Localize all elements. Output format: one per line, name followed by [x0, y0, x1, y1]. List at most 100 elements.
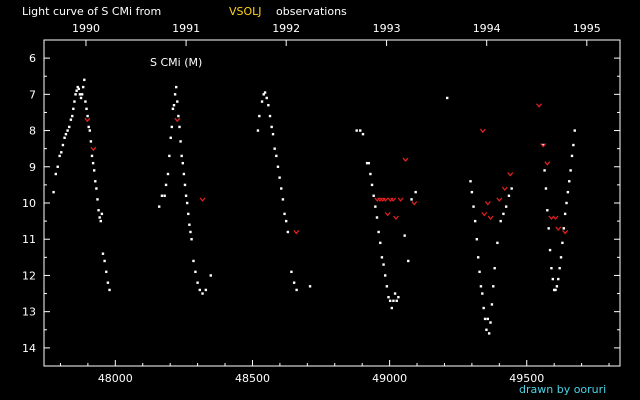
observation-point [256, 129, 260, 132]
observation-point [392, 299, 395, 302]
observation-point [83, 78, 86, 82]
observation-point [91, 161, 95, 165]
observation-point [56, 165, 59, 168]
observation-point [280, 187, 283, 190]
observation-point [160, 194, 164, 197]
observation-point [105, 270, 108, 274]
x-tick-label: 48500 [235, 372, 270, 385]
observation-point [473, 219, 477, 223]
observation-point [372, 194, 375, 197]
observation-point [178, 125, 181, 129]
observation-point [504, 205, 508, 208]
observation-point [365, 161, 369, 165]
observation-point [393, 292, 397, 295]
fainter-than-point [481, 211, 488, 217]
observation-point [487, 332, 491, 335]
observation-point [562, 227, 565, 230]
fainter-than-point [544, 161, 551, 166]
observation-point [397, 295, 400, 299]
observation-point [86, 114, 89, 118]
observation-point [164, 183, 168, 187]
observation-point [169, 136, 172, 139]
fainter-than-point [293, 230, 300, 235]
visual-observations [52, 78, 576, 335]
observation-point [90, 154, 94, 158]
observation-point [278, 176, 281, 179]
observation-point [184, 194, 188, 197]
observation-point [359, 129, 362, 132]
observation-point [63, 136, 66, 139]
chart-title-prefix: Light curve of S CMi from [22, 5, 161, 18]
fainter-than-point [555, 226, 562, 231]
observation-point [96, 198, 99, 201]
observation-point [510, 187, 513, 190]
observation-point [496, 241, 499, 245]
observation-point [82, 85, 85, 89]
observation-point [387, 295, 390, 299]
observation-point [292, 281, 296, 284]
observation-point [262, 93, 265, 96]
observation-point [384, 274, 387, 277]
observation-point [175, 85, 178, 89]
observation-point [182, 172, 186, 176]
fainter-than-point [540, 143, 547, 148]
observation-point [546, 209, 549, 212]
observation-point [570, 154, 574, 158]
fainter-than-point [397, 197, 404, 202]
observation-point [158, 205, 161, 208]
observation-point [64, 132, 68, 136]
observation-point [275, 154, 278, 158]
fainter-than-point [507, 172, 514, 177]
observation-point [407, 259, 410, 263]
observation-point [258, 114, 261, 118]
observation-point [551, 277, 554, 281]
observation-point [84, 100, 87, 103]
observation-point [58, 154, 61, 158]
observation-point [554, 288, 557, 292]
observation-point [263, 91, 267, 94]
observation-point [568, 180, 571, 183]
year-tick-label: 1995 [573, 22, 601, 35]
year-tick-label: 1994 [473, 22, 501, 35]
observation-point [108, 288, 111, 292]
observation-point [88, 129, 92, 132]
observation-point [377, 230, 380, 234]
observation-point [557, 277, 560, 281]
y-tick-label: 9 [29, 161, 36, 174]
observation-point [370, 183, 374, 187]
fainter-than-observations [84, 103, 569, 235]
observation-point [168, 154, 171, 158]
observation-point [201, 292, 204, 295]
observation-point [273, 147, 276, 150]
observation-point [189, 230, 192, 234]
observation-point [566, 190, 570, 194]
observation-point [563, 212, 567, 216]
observation-point [555, 285, 559, 288]
year-tick-label: 1992 [272, 22, 300, 35]
observation-point [79, 96, 83, 100]
observation-point [469, 180, 472, 183]
observation-point [179, 140, 182, 143]
observation-point [177, 114, 180, 118]
fainter-than-point [199, 197, 206, 202]
observation-point [106, 281, 110, 284]
observation-point [558, 267, 561, 270]
y-tick-label: 8 [29, 125, 36, 138]
fainter-than-point [402, 157, 409, 163]
observation-point [163, 194, 166, 197]
observation-point [76, 85, 79, 89]
observation-point [502, 212, 505, 216]
observation-point [414, 190, 417, 194]
credit-text: drawn by ooruri [519, 383, 606, 396]
observation-point [544, 187, 548, 190]
observation-point [472, 205, 475, 208]
observation-point [270, 125, 273, 129]
x-tick-label: 49500 [509, 372, 544, 385]
observation-point [375, 216, 379, 219]
observation-point [60, 151, 63, 154]
fainter-than-point [552, 215, 559, 221]
observation-point [75, 89, 78, 92]
observation-point [172, 104, 176, 107]
observation-point [85, 107, 88, 111]
